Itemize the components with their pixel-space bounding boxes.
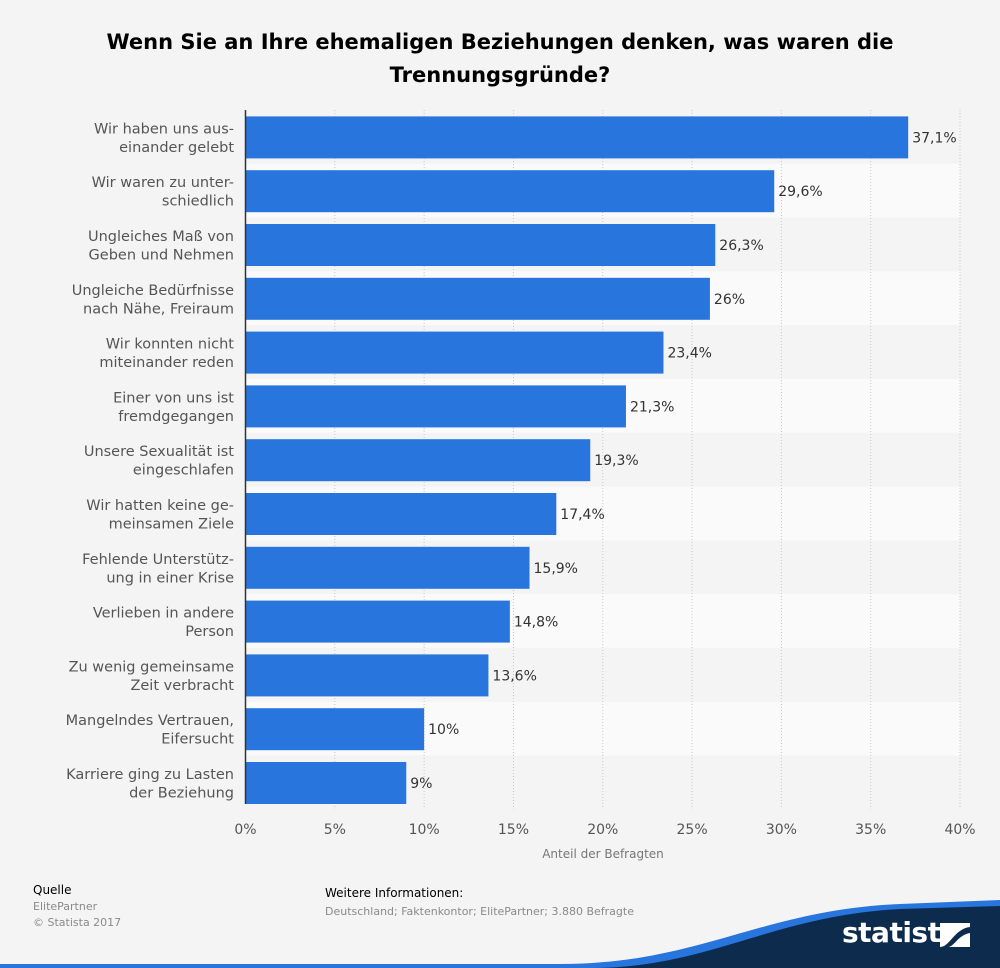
copyright-text: © Statista 2017 [33,916,122,929]
statista-logo-wordmark[interactable]: statista [842,916,959,949]
category-label: Karriere ging zu Lasten der Beziehung [66,767,234,802]
x-tick-label: 30% [766,822,797,838]
bar-value-label: 29,6% [778,184,822,200]
bar[interactable] [245,546,530,589]
chart-title: Wenn Sie an Ihre ehemaligen Beziehungen … [106,30,894,87]
bar-value-label: 15,9% [534,561,578,577]
x-tick-label: 15% [498,822,529,838]
category-label: Wir waren zu unter-schiedlich [92,175,234,210]
bar[interactable] [245,708,425,751]
bar-value-label: 13,6% [492,668,536,684]
bar-value-label: 37,1% [912,130,956,146]
x-tick-label: 25% [677,822,708,838]
category-label: Mangelndes Vertrauen, Eifersucht [66,713,235,748]
source-name[interactable]: ElitePartner [33,900,98,913]
bar-value-label: 26% [714,292,745,308]
bar[interactable] [245,654,489,697]
category-label: Fehlende Unterstütz-ung in einer Krise [82,552,234,587]
info-text: Deutschland; Faktenkontor; ElitePartner;… [325,905,634,918]
category-label: Verlieben in andere Person [93,606,234,641]
bar[interactable] [245,493,557,535]
bar[interactable] [245,116,909,159]
bar-value-label: 14,8% [514,615,558,631]
bar[interactable] [245,385,626,428]
bar[interactable] [245,170,775,213]
category-label: Wir hatten keine ge-meinsamen Ziele [86,498,234,533]
value-labels: 37,1% 29,6% 26,3% 26% 23,4% 21,3% 19,3% 17,4% 15… [410,130,956,792]
bar-value-label: 26,3% [719,238,763,254]
bars [245,116,909,804]
bar[interactable] [245,331,664,374]
info-label: Weitere Informationen: [325,886,464,900]
bar-chart: 37,1% 29,6% 26,3% 26% 23,4% 21,3% 19,3% 17,4% 15… [66,110,976,861]
bar-value-label: 23,4% [667,346,711,362]
bar[interactable] [245,600,510,643]
category-label: Unsere Sexualität ist eingeschlafen [84,444,234,479]
bar-value-label: 17,4% [560,507,604,523]
x-tick-label: 0% [234,822,256,838]
category-label: Ungleiches Maß von Geben und Nehmen [88,229,234,264]
bar[interactable] [245,277,710,320]
bar-value-label: 21,3% [630,399,674,415]
category-label: Ungleiche Bedürfnisse nach Nähe, Freiraum [72,283,234,318]
bar[interactable] [245,439,591,482]
category-label: Einer von uns ist fremdgegangen [113,390,234,425]
category-label: Zu wenig gemeinsame Zeit verbracht [69,659,235,694]
category-labels: Wir haben uns aus-einander gelebt Wir war… [66,121,235,801]
brand-wave [0,900,1000,968]
x-tick-label: 10% [409,822,440,838]
bar-value-label: 19,3% [594,453,638,469]
x-tick-label: 40% [944,822,975,838]
statista-logo-icon [940,923,970,947]
bar-value-label: 10% [428,722,459,738]
x-tick-label: 20% [587,822,618,838]
category-label: Wir konnten nicht miteinander reden [99,337,234,372]
bar[interactable] [245,762,407,804]
x-tick-labels: 0% 5% 10% 15% 20% 25% 30% 35% 40% [234,822,975,838]
x-tick-label: 35% [855,822,886,838]
x-tick-label: 5% [324,822,346,838]
bar[interactable] [245,224,716,266]
category-label: Wir haben uns aus-einander gelebt [94,121,234,156]
source-label: Quelle [33,883,72,897]
brand-wave-dark [0,906,1000,968]
x-axis-title: Anteil der Befragten [542,847,664,861]
bar-value-label: 9% [410,776,432,792]
